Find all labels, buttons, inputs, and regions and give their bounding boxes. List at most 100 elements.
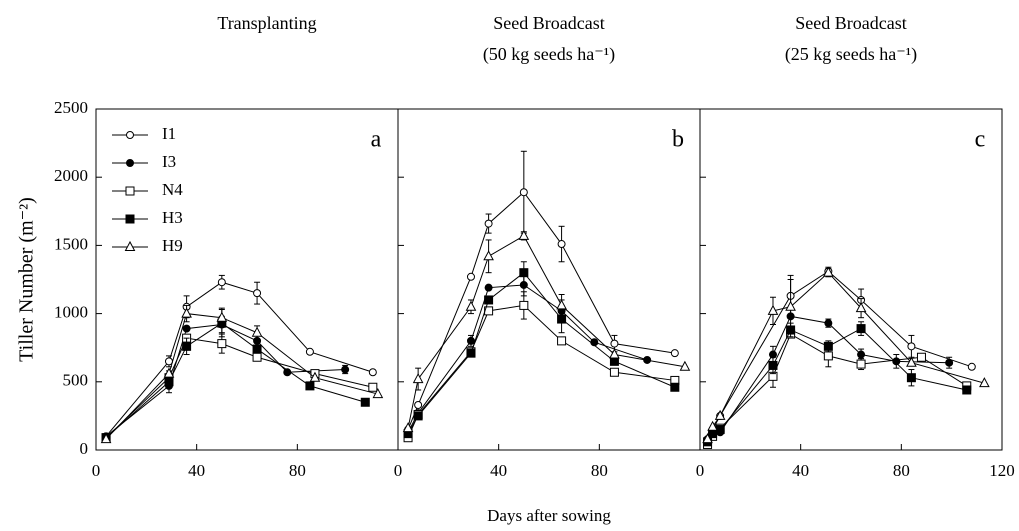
legend-marker bbox=[126, 131, 134, 139]
series-line bbox=[407, 235, 685, 429]
marker bbox=[557, 240, 566, 249]
marker bbox=[767, 304, 779, 315]
marker bbox=[609, 348, 620, 359]
legend-label: H3 bbox=[162, 208, 183, 227]
panel-letter: a bbox=[371, 127, 382, 153]
marker bbox=[252, 344, 262, 354]
marker bbox=[768, 360, 778, 370]
series-line bbox=[105, 281, 373, 437]
marker bbox=[857, 350, 866, 359]
marker bbox=[907, 342, 916, 351]
marker bbox=[372, 388, 384, 399]
panel-letter: c bbox=[975, 127, 986, 153]
marker bbox=[856, 359, 866, 369]
legend-label: N4 bbox=[162, 180, 183, 199]
marker bbox=[892, 357, 901, 366]
series-line bbox=[707, 271, 985, 440]
series-line bbox=[407, 271, 676, 434]
marker bbox=[609, 367, 619, 377]
panel-subtitle: (25 kg seeds ha⁻¹) bbox=[785, 44, 917, 65]
legend-marker bbox=[126, 159, 134, 167]
panel-letter: b bbox=[672, 127, 684, 153]
marker bbox=[182, 341, 192, 351]
marker bbox=[610, 339, 619, 348]
marker bbox=[945, 358, 954, 367]
marker bbox=[217, 339, 227, 349]
marker bbox=[906, 373, 916, 383]
x-tick-label: 40 bbox=[490, 461, 507, 480]
marker bbox=[785, 300, 796, 311]
marker bbox=[466, 272, 475, 281]
marker bbox=[519, 300, 529, 310]
marker bbox=[670, 349, 679, 358]
marker bbox=[557, 336, 567, 346]
x-tick-label: 40 bbox=[792, 461, 809, 480]
marker bbox=[368, 368, 377, 377]
series-line bbox=[707, 327, 967, 443]
marker bbox=[484, 295, 494, 305]
marker bbox=[707, 420, 718, 431]
marker bbox=[824, 319, 833, 328]
marker bbox=[465, 300, 477, 311]
legend-label: I1 bbox=[162, 124, 176, 143]
x-tick-label: 40 bbox=[188, 461, 205, 480]
marker bbox=[715, 425, 725, 435]
marker bbox=[413, 411, 423, 421]
x-tick-label: 80 bbox=[289, 461, 306, 480]
marker bbox=[518, 229, 530, 240]
marker bbox=[466, 336, 475, 345]
marker bbox=[979, 377, 990, 388]
x-tick-label: 0 bbox=[394, 461, 403, 480]
marker bbox=[181, 307, 192, 318]
marker bbox=[466, 348, 476, 358]
marker bbox=[519, 188, 528, 197]
marker bbox=[309, 371, 321, 382]
legend-marker bbox=[124, 240, 136, 251]
y-tick-label: 0 bbox=[80, 439, 89, 458]
legend-marker bbox=[125, 214, 135, 224]
marker bbox=[823, 266, 834, 277]
x-tick-label: 0 bbox=[696, 461, 705, 480]
marker bbox=[217, 278, 226, 287]
marker bbox=[556, 299, 567, 310]
marker bbox=[823, 341, 833, 351]
series-line bbox=[707, 333, 968, 445]
series-line bbox=[407, 304, 675, 438]
marker bbox=[402, 422, 414, 433]
plot-frame bbox=[699, 108, 1003, 451]
legend-label: I3 bbox=[162, 152, 176, 171]
marker bbox=[341, 365, 350, 374]
marker bbox=[906, 356, 917, 367]
x-axis-label: Days after sowing bbox=[487, 506, 611, 525]
marker bbox=[253, 289, 262, 298]
x-tick-label: 0 bbox=[92, 461, 101, 480]
marker bbox=[967, 362, 976, 371]
plot-frame bbox=[397, 108, 701, 451]
marker bbox=[368, 382, 378, 392]
series-line bbox=[105, 313, 378, 440]
marker bbox=[483, 250, 494, 261]
panel-title: Seed Broadcast bbox=[493, 13, 604, 33]
marker bbox=[962, 385, 972, 395]
marker bbox=[519, 268, 529, 278]
series-line bbox=[407, 191, 675, 430]
legend-label: H9 bbox=[162, 236, 183, 255]
y-axis-label: Tiller Number (m⁻²) bbox=[16, 197, 38, 362]
marker bbox=[164, 377, 174, 387]
marker bbox=[855, 302, 867, 313]
x-tick-label: 120 bbox=[989, 461, 1015, 480]
marker bbox=[856, 324, 866, 334]
marker bbox=[714, 409, 726, 420]
marker bbox=[414, 400, 423, 409]
y-tick-label: 1500 bbox=[54, 234, 88, 253]
series-line bbox=[707, 270, 972, 440]
marker bbox=[100, 433, 112, 444]
marker bbox=[412, 373, 424, 384]
y-tick-label: 500 bbox=[63, 371, 89, 390]
marker bbox=[679, 360, 691, 371]
marker bbox=[163, 367, 175, 378]
marker bbox=[182, 324, 191, 333]
marker bbox=[702, 433, 713, 444]
panel-subtitle: (50 kg seeds ha⁻¹) bbox=[483, 44, 615, 65]
x-tick-label: 80 bbox=[591, 461, 608, 480]
